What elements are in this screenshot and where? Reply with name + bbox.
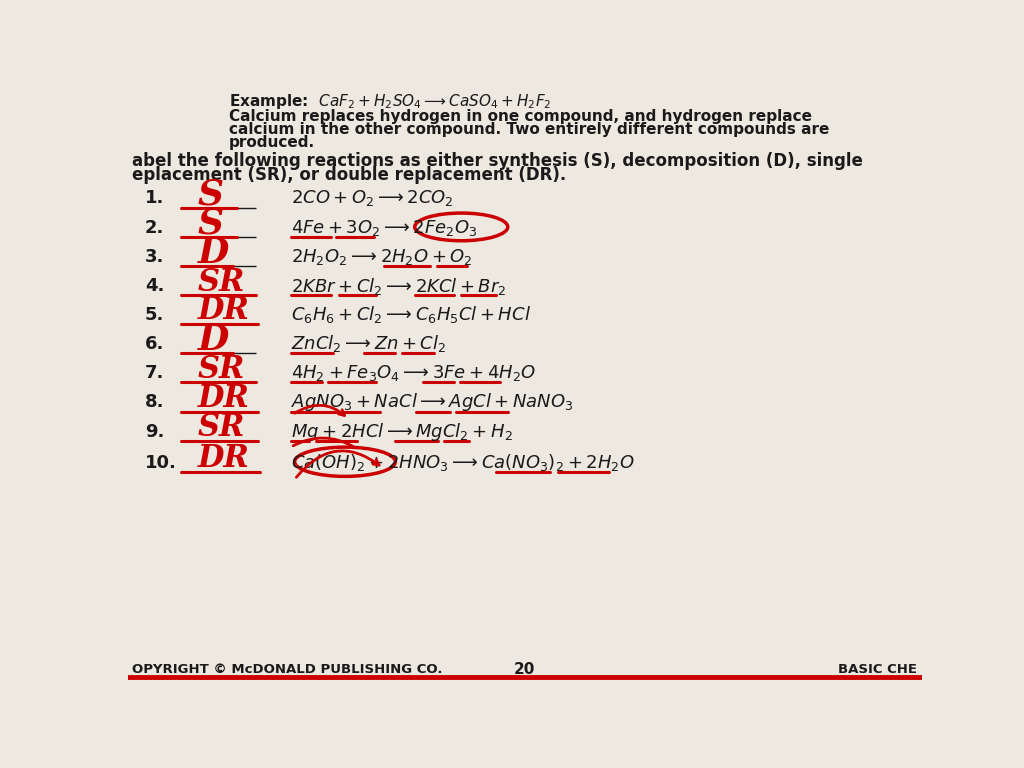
Text: 3.: 3. <box>145 248 165 266</box>
Text: eplacement (SR), or double replacement (DR).: eplacement (SR), or double replacement (… <box>132 166 566 184</box>
Text: Calcium replaces hydrogen in one compound, and hydrogen replace: Calcium replaces hydrogen in one compoun… <box>228 109 812 124</box>
Text: 4.: 4. <box>145 277 165 295</box>
Text: $ZnCl_2 \longrightarrow Zn + Cl_2$: $ZnCl_2 \longrightarrow Zn + Cl_2$ <box>291 333 445 355</box>
Text: D: D <box>198 323 229 357</box>
Text: SR: SR <box>198 412 245 443</box>
Text: $Ca(OH)_2 + 2HNO_3 \longrightarrow Ca(NO_3)_2 + 2H_2O$: $Ca(OH)_2 + 2HNO_3 \longrightarrow Ca(NO… <box>291 452 635 473</box>
Text: produced.: produced. <box>228 135 314 151</box>
Text: SR: SR <box>198 354 245 385</box>
Text: $C_6H_6 + Cl_2 \longrightarrow C_6H_5Cl + HCl$: $C_6H_6 + Cl_2 \longrightarrow C_6H_5Cl … <box>291 304 530 325</box>
Text: 20: 20 <box>514 662 536 677</box>
Text: $2CO + O_2 \longrightarrow 2CO_2$: $2CO + O_2 \longrightarrow 2CO_2$ <box>291 188 454 208</box>
Text: $AgNO_3 + NaCl \longrightarrow AgCl + NaNO_3$: $AgNO_3 + NaCl \longrightarrow AgCl + Na… <box>291 392 573 413</box>
Text: DR: DR <box>198 443 250 474</box>
Text: 2.: 2. <box>145 219 165 237</box>
Text: OPYRIGHT © McDONALD PUBLISHING CO.: OPYRIGHT © McDONALD PUBLISHING CO. <box>132 663 442 676</box>
Text: Example:  $CaF_2 + H_2SO_4 \longrightarrow CaSO_4 + H_2F_2$: Example: $CaF_2 + H_2SO_4 \longrightarro… <box>228 92 551 111</box>
Text: $2KBr + Cl_2 \longrightarrow 2KCl + Br_2$: $2KBr + Cl_2 \longrightarrow 2KCl + Br_2… <box>291 276 506 296</box>
Text: abel the following reactions as either synthesis (S), decomposition (D), single: abel the following reactions as either s… <box>132 152 863 170</box>
Text: SR: SR <box>198 266 245 298</box>
Text: $2H_2O_2 \longrightarrow 2H_2O + O_2$: $2H_2O_2 \longrightarrow 2H_2O + O_2$ <box>291 247 472 267</box>
Text: $4Fe + 3O_2 \longrightarrow 2Fe_2O_3$: $4Fe + 3O_2 \longrightarrow 2Fe_2O_3$ <box>291 217 477 237</box>
Text: calcium in the other compound. Two entirely different compounds are: calcium in the other compound. Two entir… <box>228 122 829 137</box>
Text: D: D <box>198 236 229 270</box>
Text: 8.: 8. <box>145 393 165 412</box>
Text: 5.: 5. <box>145 306 165 323</box>
Text: 10.: 10. <box>145 454 177 472</box>
Text: DR: DR <box>198 383 250 414</box>
Text: BASIC CHE: BASIC CHE <box>838 663 916 676</box>
Text: 9.: 9. <box>145 422 165 441</box>
Text: S: S <box>198 177 224 211</box>
Text: DR: DR <box>198 296 250 326</box>
Text: 7.: 7. <box>145 364 165 382</box>
Text: 6.: 6. <box>145 335 165 353</box>
Text: 1.: 1. <box>145 190 165 207</box>
Text: S: S <box>198 207 224 241</box>
Text: $Mg + 2HCl \longrightarrow MgCl_2 + H_2$: $Mg + 2HCl \longrightarrow MgCl_2 + H_2$ <box>291 421 513 442</box>
Text: $4H_2 + Fe_3O_4 \longrightarrow 3Fe + 4H_2O$: $4H_2 + Fe_3O_4 \longrightarrow 3Fe + 4H… <box>291 363 536 383</box>
